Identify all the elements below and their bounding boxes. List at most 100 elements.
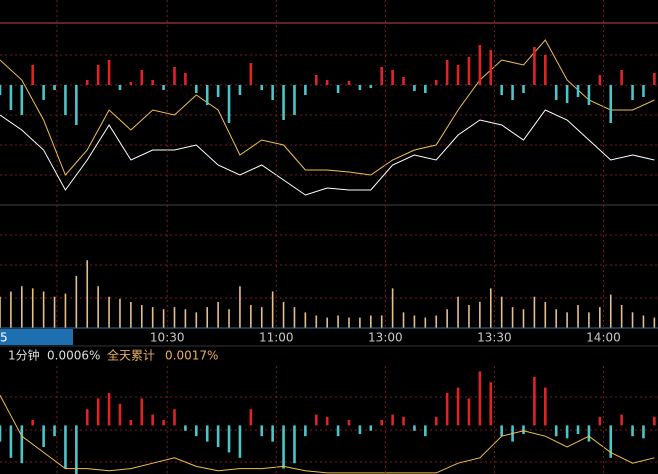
bar xyxy=(314,75,318,85)
bar xyxy=(249,409,253,426)
bar xyxy=(609,85,613,123)
bar xyxy=(445,393,449,426)
bar xyxy=(489,50,493,85)
bar xyxy=(457,296,459,328)
bar xyxy=(314,414,318,426)
bar xyxy=(184,309,187,328)
bar xyxy=(348,317,350,328)
bar xyxy=(304,85,307,95)
bar xyxy=(9,85,13,110)
bar xyxy=(653,416,656,426)
bar xyxy=(566,312,568,328)
bar xyxy=(587,425,591,442)
bar xyxy=(304,425,307,437)
bar xyxy=(370,315,372,328)
bar xyxy=(478,45,482,85)
bar xyxy=(380,315,383,328)
bar xyxy=(140,70,144,85)
bar xyxy=(0,296,1,328)
bar xyxy=(522,425,525,435)
bar xyxy=(631,85,634,100)
bar xyxy=(293,425,296,464)
bar xyxy=(282,301,285,328)
bar xyxy=(413,85,416,91)
bar xyxy=(249,63,253,85)
bar xyxy=(271,425,274,442)
x-tick-label: 10:30 xyxy=(150,331,185,345)
bar xyxy=(75,425,78,474)
bar xyxy=(479,301,481,328)
bar xyxy=(238,85,242,95)
bar xyxy=(336,425,340,437)
bar xyxy=(184,425,187,431)
bar xyxy=(642,315,645,328)
bar xyxy=(195,312,198,328)
bar xyxy=(64,293,67,328)
time-axis xyxy=(0,328,658,346)
bar xyxy=(118,403,122,426)
bar xyxy=(467,57,471,85)
status-total-label: 全天累计 xyxy=(107,348,155,363)
bar xyxy=(31,65,35,85)
bar xyxy=(500,425,503,437)
bar xyxy=(326,317,328,328)
bar xyxy=(380,420,384,426)
bar xyxy=(206,307,209,328)
bar xyxy=(576,85,580,97)
bar xyxy=(424,425,427,437)
status-period-value: 0.0006% xyxy=(47,349,100,363)
bar xyxy=(228,309,230,328)
bar xyxy=(42,425,45,447)
bar xyxy=(555,309,558,328)
bar xyxy=(162,309,165,328)
bar xyxy=(446,309,448,328)
bar xyxy=(391,414,394,426)
bar xyxy=(554,85,558,100)
bar xyxy=(588,312,590,328)
bar xyxy=(85,80,89,85)
bar xyxy=(21,286,23,328)
bar xyxy=(53,425,56,437)
bar xyxy=(282,425,285,469)
bar xyxy=(500,296,503,328)
bar xyxy=(598,75,602,85)
bar xyxy=(0,425,2,442)
bar xyxy=(151,307,154,328)
bar xyxy=(598,416,602,426)
bar xyxy=(162,85,165,90)
bar xyxy=(424,85,427,93)
bar xyxy=(544,55,547,85)
bar xyxy=(271,85,274,100)
bar xyxy=(434,416,438,426)
bar xyxy=(653,73,656,85)
line xyxy=(0,39,655,176)
x-tick-label: 11:00 xyxy=(259,331,294,345)
bar xyxy=(96,398,100,426)
bar xyxy=(216,425,220,447)
bar xyxy=(347,420,351,426)
bar xyxy=(478,371,482,426)
bar xyxy=(435,315,438,328)
status-total-value: 0.0017% xyxy=(165,349,218,363)
bar xyxy=(358,425,362,435)
bar xyxy=(587,85,591,105)
bar xyxy=(391,288,394,328)
bar xyxy=(205,425,209,442)
bar xyxy=(107,393,111,426)
bar xyxy=(238,425,242,458)
bar xyxy=(315,315,318,328)
bar xyxy=(271,291,274,328)
bar xyxy=(554,425,558,437)
bar xyxy=(118,85,122,90)
bar xyxy=(20,85,24,115)
bar xyxy=(0,85,2,95)
bar xyxy=(653,317,656,328)
bar xyxy=(533,47,536,85)
bar xyxy=(609,425,613,458)
bar xyxy=(402,77,405,85)
bar xyxy=(260,425,264,437)
bar xyxy=(544,387,547,426)
bar xyxy=(173,307,176,328)
bar xyxy=(239,286,241,328)
